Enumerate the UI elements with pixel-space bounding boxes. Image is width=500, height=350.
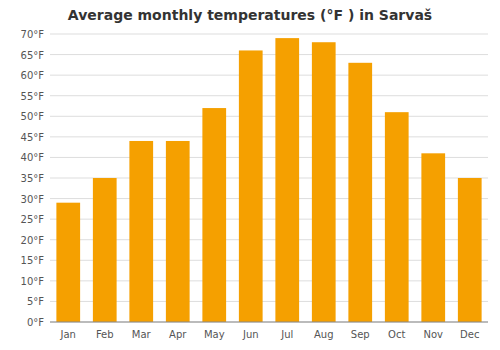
x-tick-label: Jan	[60, 329, 76, 340]
y-tick-label: 70°F	[21, 29, 45, 40]
grid-line	[50, 136, 488, 137]
grid-line	[50, 322, 488, 323]
y-tick-label: 40°F	[21, 152, 45, 163]
x-tick-label: Apr	[169, 329, 187, 340]
grid-line	[50, 116, 488, 117]
x-tick-label: Sep	[351, 329, 370, 340]
x-tick-label: Nov	[423, 329, 443, 340]
y-tick-label: 55°F	[21, 91, 45, 102]
grid-line	[50, 54, 488, 55]
x-tick-label: Jun	[242, 329, 259, 340]
y-tick-label: 0°F	[27, 317, 44, 328]
y-tick-label: 50°F	[21, 111, 45, 122]
y-tick-label: 25°F	[21, 214, 45, 225]
y-axis: 0°F 5°F 10°F 15°F 20°F 25°F 30°F 35°F 40°F 45°F 50…	[21, 29, 488, 328]
bar	[202, 108, 226, 322]
grid-line	[50, 95, 488, 96]
y-tick-label: 35°F	[21, 173, 45, 184]
grid-line	[50, 34, 488, 35]
y-tick-label: 10°F	[21, 276, 45, 287]
x-tick-label: Mar	[132, 329, 152, 340]
bars	[56, 38, 481, 322]
x-tick-label: Jul	[280, 329, 293, 340]
x-tick-label: Oct	[388, 329, 405, 340]
title: Average monthly temperatures (°F ) in Sa…	[68, 7, 432, 23]
y-tick-label: 30°F	[21, 194, 45, 205]
bar	[166, 141, 190, 322]
y-tick-label: 20°F	[21, 235, 45, 246]
bar	[56, 203, 80, 322]
bar	[312, 42, 336, 322]
bar	[458, 178, 482, 322]
bar	[348, 63, 372, 322]
chart: Average monthly temperatures (°F ) in Sa…	[0, 0, 500, 350]
bar	[275, 38, 299, 322]
bar	[421, 153, 445, 322]
bar	[385, 112, 409, 322]
x-tick-label: May	[204, 329, 225, 340]
y-tick-label: 65°F	[21, 50, 45, 61]
x-axis: Jan Feb Mar Apr May Jun Jul Aug Sep Oct Nov Dec	[60, 329, 480, 340]
x-axis-line	[50, 322, 488, 323]
bar	[129, 141, 153, 322]
y-tick-label: 45°F	[21, 132, 45, 143]
x-tick-label: Dec	[460, 329, 479, 340]
x-tick-label: Feb	[96, 329, 114, 340]
y-tick-label: 5°F	[27, 296, 44, 307]
bar	[93, 178, 117, 322]
y-tick-label: 60°F	[21, 70, 45, 81]
y-tick-label: 15°F	[21, 255, 45, 266]
chart-container: Average monthly temperatures (°F ) in Sa…	[0, 0, 500, 350]
grid-line	[50, 75, 488, 76]
x-tick-label: Aug	[314, 329, 334, 340]
bar	[239, 50, 263, 322]
